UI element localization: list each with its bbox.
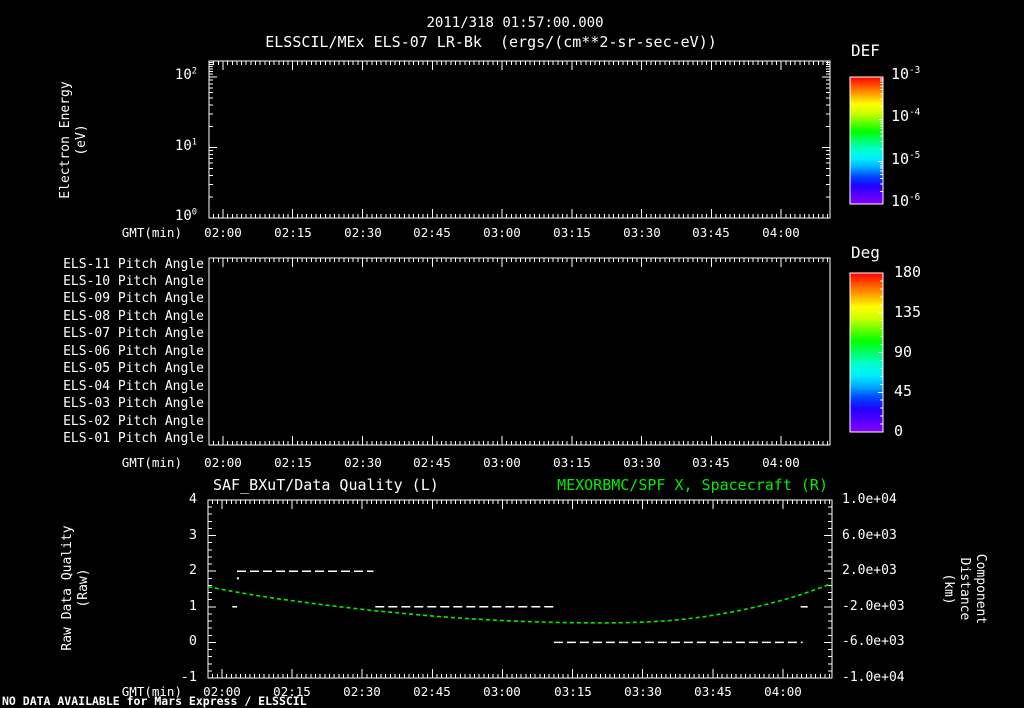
x-tick-label: 02:30 (344, 455, 382, 470)
distance-y-tick-label: 2.0e+03 (842, 563, 897, 579)
x-tick-label: 03:45 (692, 455, 730, 470)
x-tick-label: 04:00 (764, 684, 802, 699)
pitch-angle-row-label: ELS-09 Pitch Angle (63, 291, 204, 307)
x-tick-label: 02:15 (274, 225, 312, 240)
quality-y-tick-label: 2 (188, 562, 197, 579)
distance-y-axis-label-line1: Component Distance (957, 553, 988, 625)
x-tick-label: 02:00 (204, 455, 242, 470)
pitch-angle-row-label: ELS-08 Pitch Angle (63, 308, 204, 324)
no-data-note: NO DATA AVAILABLE for Mars Express / ELS… (2, 694, 307, 708)
x-tick-label: 02:00 (204, 225, 242, 240)
x-tick-label: 02:15 (273, 684, 311, 699)
quality-y-tick-label: -1 (180, 669, 197, 685)
distance-series-title: MEXORBMC/SPF X, Spacecraft (R) (557, 476, 828, 494)
pitch-angle-row-label: ELS-02 Pitch Angle (63, 413, 204, 429)
colorbar-def-title: DEF (851, 41, 880, 60)
colorbar-deg-tick-label: 90 (894, 342, 913, 361)
colorbar-deg-tick-label: 0 (894, 422, 904, 440)
quality-series-title: SAF_BXuT/Data Quality (L) (213, 476, 439, 494)
x-tick-label: 03:15 (553, 225, 591, 240)
plot-title: ELSSCIL/MEx ELS-07 LR-Bk (ergs/(cm**2-sr… (265, 33, 717, 51)
colorbar-deg-title: Deg (851, 243, 880, 262)
x-tick-label: 02:30 (343, 684, 381, 699)
x-tick-label: 03:00 (483, 684, 521, 699)
plot-timestamp: 2011/318 01:57:00.000 (426, 15, 604, 31)
x-tick-label: 03:15 (554, 684, 592, 699)
quality-y-axis-label: Raw Data Quality (Raw) (60, 525, 92, 650)
colorbar-def-tick-label: 10-3 (891, 65, 921, 83)
x-tick-label: 03:30 (623, 455, 661, 470)
pitch-angle-row-label: ELS-04 Pitch Angle (63, 378, 204, 394)
x-tick-label: 02:45 (413, 225, 451, 240)
x-tick-label: 03:30 (624, 684, 662, 699)
x-axis-caption-middle: GMT(min) (121, 455, 182, 470)
spectrogram-y-axis-label-line1: Electron Energy (58, 81, 73, 199)
colorbar-deg-tick-label: 45 (894, 382, 913, 401)
colorbar-def-tick-label: 10-4 (891, 107, 921, 126)
pitch-angle-row-label: ELS-10 Pitch Angle (63, 273, 204, 289)
distance-y-tick-label: 6.0e+03 (842, 527, 897, 543)
distance-y-tick-label: -2.0e+03 (842, 598, 905, 614)
quality-y-axis-label-line1: Raw Data Quality (60, 525, 75, 651)
quality-y-tick-label: 3 (188, 526, 197, 543)
x-tick-label: 02:00 (203, 684, 241, 699)
pitch-angle-row-label: ELS-05 Pitch Angle (63, 361, 204, 377)
x-tick-label: 02:30 (344, 225, 382, 240)
x-tick-label: 03:15 (553, 455, 591, 470)
colorbar-def-tick-label: 10-5 (891, 149, 921, 168)
distance-y-tick-label: 1.0e+04 (842, 492, 897, 507)
x-tick-label: 03:45 (694, 684, 732, 699)
pitch-angle-row-label: ELS-06 Pitch Angle (63, 343, 204, 359)
spectrogram-y-axis-label-line2: (eV) (74, 124, 89, 156)
colorbar-deg-tick-label: 180 (894, 263, 922, 281)
x-tick-label: 03:00 (483, 225, 521, 240)
pitch-angle-row-label: ELS-01 Pitch Angle (63, 431, 204, 446)
x-tick-label: 02:15 (274, 455, 312, 470)
x-tick-label: 03:00 (483, 455, 521, 470)
x-tick-label: 03:30 (623, 225, 661, 240)
pitch-angle-row-label: ELS-03 Pitch Angle (63, 396, 204, 412)
y-tick-label: 101 (174, 137, 197, 154)
quality-y-tick-label: 0 (188, 633, 197, 650)
x-tick-label: 04:00 (762, 455, 800, 470)
colorbar-deg-tick-label: 135 (894, 302, 922, 321)
quality-y-axis-label-line2: (Raw) (76, 568, 91, 608)
pitch-angle-row-label: ELS-07 Pitch Angle (63, 326, 204, 342)
y-tick-label: 102 (174, 66, 197, 83)
x-tick-label: 04:00 (762, 225, 800, 240)
distance-y-tick-label: -6.0e+03 (842, 634, 905, 650)
quality-y-tick-label: 1 (188, 597, 197, 614)
colorbar-def-tick-label: 10-6 (891, 192, 921, 210)
distance-y-axis-label-line2: (km) (941, 573, 956, 605)
x-axis-caption-bottom: GMT(min) (121, 684, 182, 699)
x-tick-label: 03:45 (692, 225, 730, 240)
distance-y-axis-label: Component Distance (km) (940, 554, 988, 624)
spectrogram-y-axis-label: Electron Energy (eV) (58, 81, 90, 198)
x-axis-caption-top: GMT(min) (121, 225, 182, 240)
quality-y-tick-label: 4 (188, 491, 197, 507)
x-tick-label: 02:45 (413, 684, 451, 699)
y-tick-label: 100 (174, 207, 197, 224)
x-tick-label: 02:45 (413, 455, 451, 470)
pitch-angle-row-label: ELS-11 Pitch Angle (63, 256, 204, 272)
distance-y-tick-label: -1.0e+04 (842, 670, 905, 685)
